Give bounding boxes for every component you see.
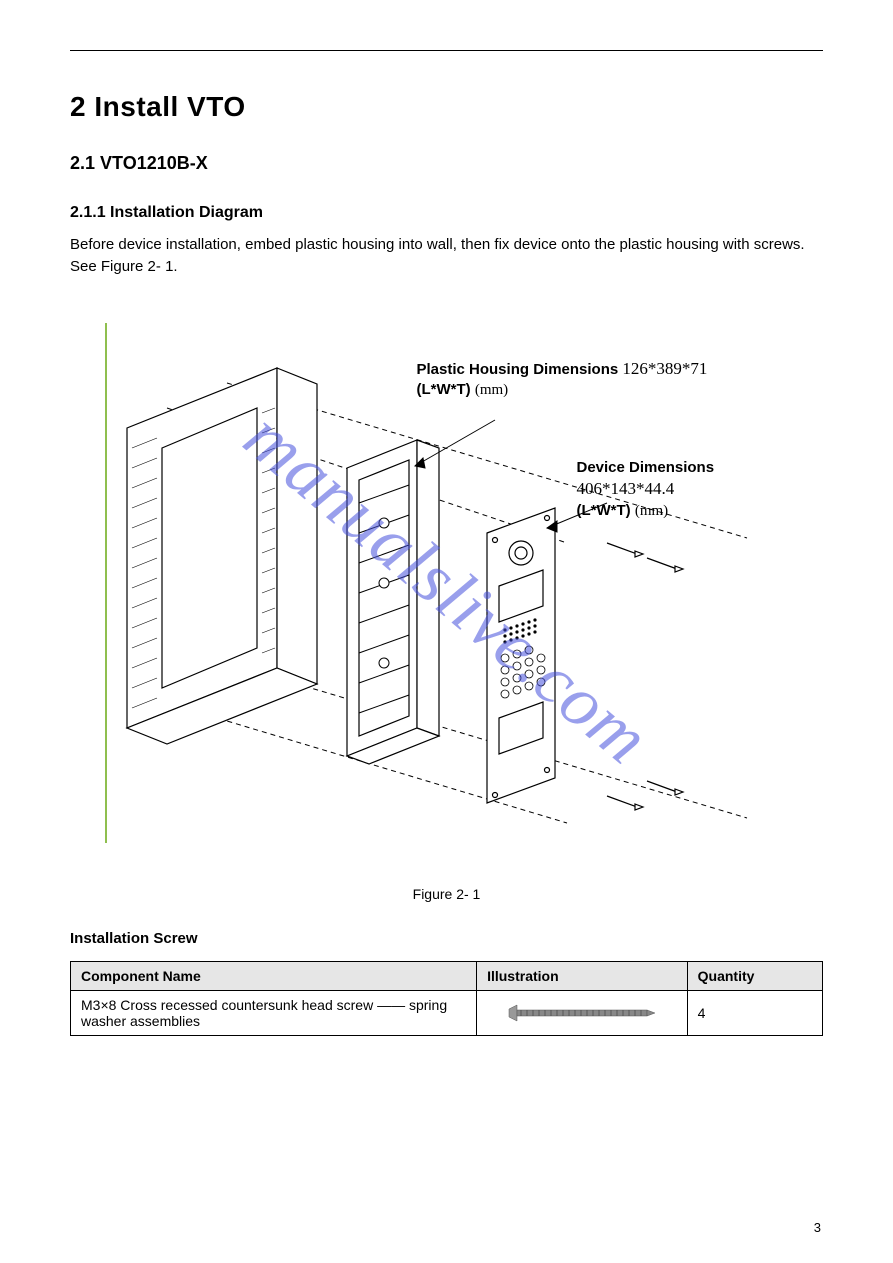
cell-illustration (477, 990, 688, 1035)
callout-plastic-housing: Plastic Housing Dimensions 126*389*71 (L… (417, 358, 708, 401)
subsec-number: 2.1 (70, 153, 95, 173)
installation-diagram: Plastic Housing Dimensions 126*389*71 (L… (107, 308, 787, 868)
figure-caption: Figure 2- 1 (70, 886, 823, 902)
subsubsection-title: 2.1.1 Installation Diagram (70, 204, 823, 222)
th-quantity: Quantity (687, 961, 822, 990)
section-title: 2 Install VTO (70, 91, 823, 123)
subsec-text: VTO1210B-X (100, 153, 208, 173)
subsection-title: 2.1 VTO1210B-X (70, 153, 823, 174)
callout1-lwt: (L*W*T) (417, 381, 471, 398)
figure-ref: Figure 2- 1 (101, 258, 174, 275)
page-number: 3 (814, 1220, 821, 1235)
callout2-unit: (mm) (635, 503, 668, 519)
callout2-lwt: (L*W*T) (577, 502, 631, 519)
screw-icon (507, 1003, 657, 1023)
screw-heading: Installation Screw (70, 930, 823, 947)
cell-name: M3×8 Cross recessed countersunk head scr… (71, 990, 477, 1035)
callout-device: Device Dimensions 406*143*44.4 (L*W*T) (… (577, 458, 715, 521)
intro-text: Before device installation, embed plasti… (70, 236, 805, 275)
callout2-title: Device Dimensions (577, 459, 715, 476)
callout1-title: Plastic Housing Dimensions (417, 361, 619, 378)
callout2-dims: 406*143*44.4 (577, 479, 675, 498)
th-component: Component Name (71, 961, 477, 990)
subsubsec-number: 2.1.1 (70, 204, 106, 221)
section-title-text: Install VTO (94, 91, 245, 122)
screw-table: Component Name Illustration Quantity M3×… (70, 961, 823, 1036)
cell-qty: 4 (687, 990, 822, 1035)
subsubsec-text: Installation Diagram (110, 204, 263, 221)
intro-paragraph: Before device installation, embed plasti… (70, 234, 823, 278)
section-number: 2 (70, 91, 86, 122)
th-illustration: Illustration (477, 961, 688, 990)
callout1-unit: (mm) (475, 382, 508, 398)
callout1-dims: 126*389*71 (622, 359, 707, 378)
table-row: M3×8 Cross recessed countersunk head scr… (71, 990, 823, 1035)
header-rule (70, 50, 823, 51)
